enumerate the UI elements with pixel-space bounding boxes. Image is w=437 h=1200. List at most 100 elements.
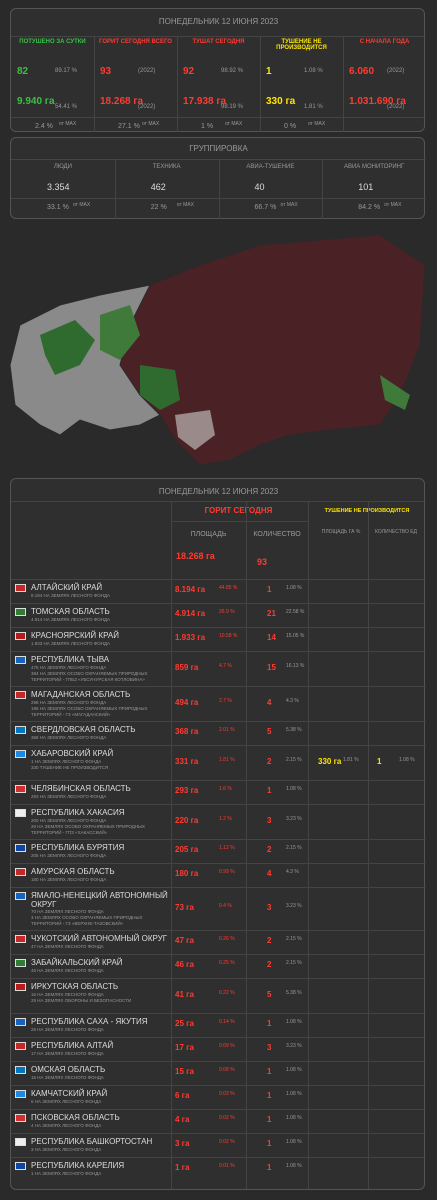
divider <box>260 36 261 132</box>
max-label: от MAX <box>142 121 160 127</box>
row-divider <box>11 745 426 746</box>
region-name: ЗАБАЙКАЛЬСКИЙ КРАЙ <box>31 958 123 967</box>
region-note: 3 НА ЗЕМЛЯХ ОСОБО ОХРАНЯЕМЫХ ПРИРОДНЫХ Т… <box>31 915 143 926</box>
region-name: РЕСПУБЛИКА ХАКАСИЯ <box>31 808 125 817</box>
count-pct: 3.23 % <box>286 1043 302 1049</box>
region-note: 20 НА ЗЕМЛЯХ ОСОБО ОХРАНЯЕМЫХ ПРИРОДНЫХ … <box>31 824 146 835</box>
row-divider <box>11 651 426 652</box>
group-value: 462 <box>150 182 166 192</box>
divider <box>177 36 178 132</box>
count: 3 <box>267 902 272 912</box>
count-pct: 98.92 % <box>221 68 244 74</box>
region-name: ПСКОВСКАЯ ОБЛАСТЬ <box>31 1113 120 1122</box>
area: 4.914 га <box>175 609 206 618</box>
group-value: 101 <box>358 182 374 192</box>
count-pct: 1.08 % <box>286 1091 302 1097</box>
row-divider <box>11 804 426 805</box>
flag <box>15 1114 26 1122</box>
area-pct: 26.9 % <box>219 609 235 615</box>
nf-count: 1 <box>377 756 382 766</box>
divider <box>343 36 344 132</box>
area: 3 га <box>175 1139 190 1148</box>
count: 1 <box>267 1163 272 1172</box>
row-divider <box>11 579 426 580</box>
region-name: ИРКУТСКАЯ ОБЛАСТЬ <box>31 982 119 991</box>
region-note: 15 НА ЗЕМЛЯХ ЛЕСНОГО ФОНДА <box>31 1075 104 1080</box>
row-divider <box>11 954 426 955</box>
total-count: 93 <box>257 557 268 567</box>
flag <box>15 1090 26 1098</box>
max: 27.1 % <box>118 123 140 130</box>
area: 220 га <box>175 815 199 825</box>
area-pct: 1.81 % <box>219 756 235 763</box>
flag <box>15 1066 26 1074</box>
region-note: 25 НА ЗЕМЛЯХ ЛЕСНОГО ФОНДА <box>31 1027 104 1032</box>
row-divider <box>11 780 426 781</box>
area-pct: 0.02 % <box>219 1139 235 1145</box>
flag <box>15 1162 26 1170</box>
max: 2.4 % <box>35 123 53 130</box>
header: ПЛОЩАДЬ ГА % <box>321 529 361 535</box>
divider <box>322 159 324 219</box>
count-pct: 1.08 % <box>286 1139 302 1145</box>
count-pct: 1.08 % <box>286 585 302 591</box>
region-note: 70 НА ЗЕМЛЯХ ЛЕСНОГО ФОНДА <box>31 909 104 914</box>
area: 9.940 га <box>17 96 55 107</box>
title: ПОНЕДЕЛЬНИК 12 ИЮНЯ 2023 <box>158 487 279 496</box>
max: 1 % <box>201 123 214 130</box>
flag <box>15 1042 26 1050</box>
region-note: 17 НА ЗЕМЛЯХ ЛЕСНОГО ФОНДА <box>31 1051 104 1056</box>
row-divider <box>11 839 426 840</box>
region-name: ТОМСКАЯ ОБЛАСТЬ <box>31 607 110 616</box>
divider <box>308 501 309 1189</box>
region-note: 6 НА ЗЕМЛЯХ ЛЕСНОГО ФОНДА <box>31 1099 102 1104</box>
area: 17.938 га <box>183 96 227 107</box>
flag <box>15 632 26 640</box>
column-label: ТУШАТ СЕГОДНЯ <box>192 39 245 45</box>
row-divider <box>11 1013 426 1014</box>
count-pct: 89.17 % <box>55 68 78 74</box>
region-name: РЕСПУБЛИКА САХА - ЯКУТИЯ <box>31 1017 148 1026</box>
region-note: 47 НА ЗЕМЛЯХ ЛЕСНОГО ФОНДА <box>31 944 104 949</box>
area-pct: 54.41 % <box>55 104 78 110</box>
area: 494 га <box>175 697 199 707</box>
region-name: ЧУКОТСКИЙ АВТОНОМНЫЙ ОКРУГ <box>31 934 168 943</box>
area-pct: (2022) <box>387 104 405 110</box>
count-pct: 2.15 % <box>286 936 302 942</box>
count: 1 <box>267 585 272 594</box>
count-pct: 3.23 % <box>286 815 302 822</box>
region-note: 200 НА ЗЕМЛЯХ ЛЕСНОГО ФОНДА <box>31 818 107 823</box>
area-pct: 0.01 % <box>219 1163 235 1169</box>
area: 47 га <box>175 936 194 945</box>
count-pct: 5.38 % <box>286 727 302 733</box>
flag <box>15 726 26 734</box>
region-note: 1 НА ЗЕМЛЯХ ЛЕСНОГО ФОНДА <box>31 1171 102 1176</box>
group-max: 33.1 % <box>47 204 69 211</box>
area-pct: 0.4 % <box>219 902 232 909</box>
grouping-panel: ГРУППИРОВКА ЛЮДИ 3.354 33.1 % от MAX ТЕХНИКА 4… <box>10 137 426 219</box>
count-pct: 2.15 % <box>286 960 302 966</box>
group-value: 40 <box>254 182 265 192</box>
divider <box>11 36 426 37</box>
area: 4 га <box>175 1115 190 1124</box>
divider <box>11 501 426 502</box>
max-label: от MAX <box>384 202 402 208</box>
area-pct: 0.14 % <box>219 1019 235 1025</box>
region-name: АМУРСКАЯ ОБЛАСТЬ <box>31 867 115 876</box>
area-pct: 2.7 % <box>219 697 232 704</box>
divider <box>94 36 95 132</box>
header: ПЛОЩАДЬ <box>190 531 227 538</box>
area-pct: 98.19 % <box>221 104 244 110</box>
area: 368 га <box>175 727 199 736</box>
column-label: С НАЧАЛА ГОДА <box>359 39 410 45</box>
count: 3 <box>267 815 272 825</box>
row-divider <box>11 1109 426 1110</box>
count: 2 <box>267 960 272 969</box>
max-label: от MAX <box>280 202 298 208</box>
group-max: 66.7 % <box>254 204 277 211</box>
count: 21 <box>267 609 276 618</box>
region-note: 46 НА ЗЕМЛЯХ ЛЕСНОГО ФОНДА <box>31 968 104 973</box>
region-name: РЕСПУБЛИКА БУРЯТИЯ <box>31 843 125 852</box>
area-pct: 0.02 % <box>219 1115 235 1121</box>
area: 331 га <box>175 756 199 766</box>
